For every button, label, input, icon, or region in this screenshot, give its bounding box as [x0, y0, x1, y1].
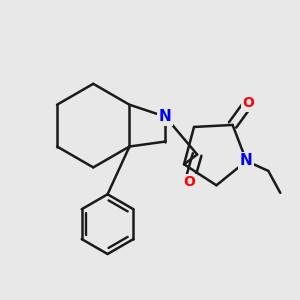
Text: N: N: [159, 109, 172, 124]
Text: O: O: [243, 96, 254, 110]
Text: N: N: [240, 154, 253, 169]
Text: O: O: [183, 175, 195, 189]
